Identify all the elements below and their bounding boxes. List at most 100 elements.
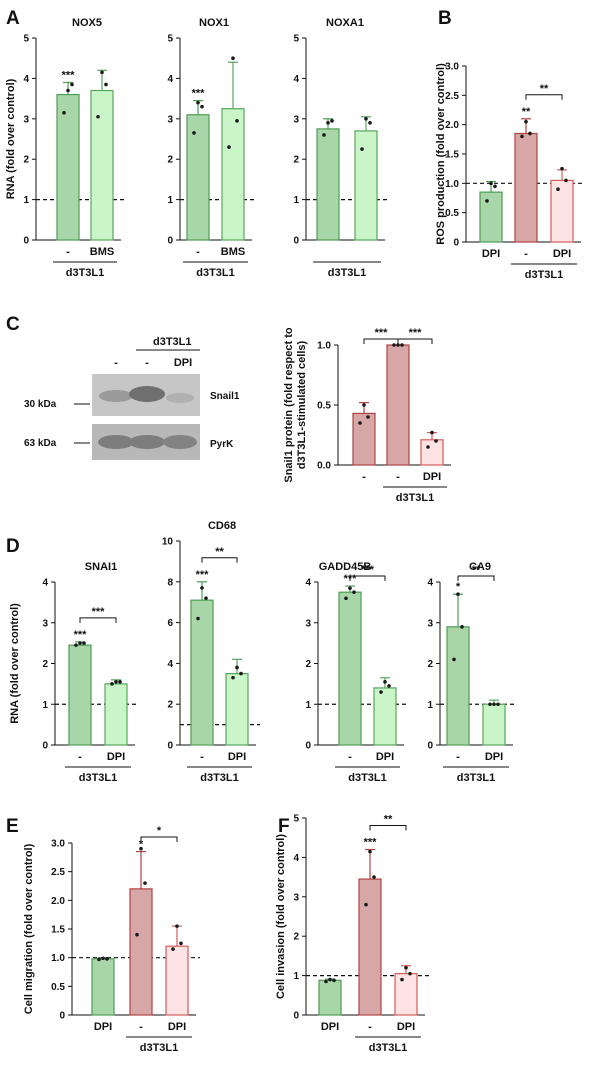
data-point bbox=[118, 680, 122, 684]
data-point bbox=[560, 166, 564, 171]
data-point bbox=[368, 121, 372, 125]
y-tick-label: 3.0 bbox=[51, 839, 65, 850]
data-point bbox=[100, 70, 104, 75]
significance-label: *** bbox=[409, 327, 423, 339]
data-point bbox=[200, 586, 204, 590]
significance-bracket bbox=[525, 94, 563, 100]
blot-band bbox=[129, 386, 165, 402]
data-point bbox=[396, 343, 400, 347]
x-tick-label: - bbox=[196, 246, 200, 258]
band-label: Snail1 bbox=[210, 391, 240, 402]
data-point bbox=[452, 657, 456, 662]
data-point bbox=[231, 675, 235, 680]
blot-band bbox=[129, 435, 165, 449]
data-point bbox=[143, 881, 147, 885]
data-point bbox=[404, 965, 408, 970]
significance-label: ** bbox=[384, 814, 393, 826]
group-label: d3T3L1 bbox=[525, 269, 564, 281]
significance-label: *** bbox=[364, 837, 378, 849]
data-point bbox=[70, 82, 74, 87]
bar bbox=[338, 591, 362, 746]
x-tick-label: - bbox=[139, 1021, 143, 1033]
group-label: d3T3L1 bbox=[200, 772, 239, 784]
x-tick-label: - bbox=[456, 751, 460, 763]
significance-label: ** bbox=[540, 83, 549, 95]
significance-label: *** bbox=[192, 88, 206, 100]
data-point bbox=[556, 187, 560, 191]
y-axis-label: Cell migration (fold over control) bbox=[23, 843, 35, 1014]
significance-label: *** bbox=[74, 629, 88, 641]
y-tick-label: 1 bbox=[23, 195, 29, 206]
x-tick-label: - bbox=[362, 471, 366, 483]
group-label: d3T3L1 bbox=[66, 267, 105, 279]
data-point bbox=[485, 199, 489, 203]
data-point bbox=[231, 56, 235, 60]
y-tick-label: 4 bbox=[167, 659, 173, 670]
bar bbox=[225, 672, 249, 746]
bar bbox=[316, 128, 340, 241]
significance-label: *** bbox=[196, 569, 210, 581]
panel-letter-e: E bbox=[6, 816, 19, 837]
group-label: d3T3L1 bbox=[328, 267, 367, 279]
significance-label: *** bbox=[92, 606, 106, 618]
blot-band bbox=[98, 435, 134, 449]
western-blot: d3T3L1 - - DPI 30 kDa 63 kDa Snail1 PyrK bbox=[24, 336, 240, 460]
data-point bbox=[66, 88, 70, 93]
y-tick-label: 2 bbox=[42, 659, 48, 670]
bar bbox=[482, 703, 506, 746]
data-point bbox=[227, 145, 231, 149]
significance-label: ** bbox=[522, 106, 531, 118]
y-tick-label: 3 bbox=[293, 892, 299, 903]
y-tick-label: 1.5 bbox=[51, 925, 65, 936]
y-tick-label: 0 bbox=[42, 741, 48, 752]
y-tick-label: 2 bbox=[427, 659, 433, 670]
y-tick-label: 4 bbox=[23, 74, 29, 85]
y-tick-label: 3 bbox=[42, 618, 48, 629]
data-point bbox=[330, 119, 334, 123]
bar bbox=[190, 599, 214, 746]
panel-letter-a: A bbox=[6, 8, 20, 29]
data-point bbox=[383, 680, 387, 684]
data-point bbox=[192, 131, 196, 135]
data-point bbox=[426, 445, 430, 449]
data-point bbox=[460, 625, 464, 629]
y-axis-label: RNA (fold over control) bbox=[9, 603, 21, 724]
x-tick-label: DPI bbox=[94, 1021, 112, 1033]
data-point bbox=[105, 957, 109, 961]
chart-c: 0.0 0.5 1.0 Snail1 protein (fold respect to… bbox=[283, 327, 451, 504]
y-axis-label: ROS production (fold over control) bbox=[435, 63, 447, 245]
significance-bracket bbox=[457, 575, 495, 581]
x-tick-label: - bbox=[200, 751, 204, 763]
data-point bbox=[139, 846, 143, 851]
x-tick-label: DPI bbox=[553, 248, 571, 260]
significance-bracket bbox=[397, 338, 433, 344]
y-tick-label: 4 bbox=[293, 853, 299, 864]
blot-lane-label: - bbox=[114, 357, 118, 369]
data-point bbox=[524, 119, 528, 124]
data-point bbox=[360, 147, 364, 151]
y-tick-label: 0 bbox=[453, 238, 459, 249]
data-point bbox=[196, 100, 200, 105]
data-point bbox=[96, 114, 100, 119]
y-tick-label: 2 bbox=[293, 155, 299, 166]
y-tick-label: 1.5 bbox=[445, 150, 459, 161]
y-tick-label: 4 bbox=[42, 578, 48, 589]
data-point bbox=[348, 586, 352, 590]
bar bbox=[129, 888, 153, 1016]
bar bbox=[104, 683, 128, 746]
x-tick-label: DPI bbox=[376, 751, 394, 763]
y-tick-label: 2.5 bbox=[445, 91, 459, 102]
data-point bbox=[366, 415, 370, 419]
chart-title: NOX1 bbox=[199, 17, 229, 29]
bar bbox=[394, 973, 418, 1016]
y-axis-label: d3T3L1-stimulated cells) bbox=[296, 340, 308, 469]
x-tick-label: DPI bbox=[168, 1021, 186, 1033]
bar bbox=[186, 114, 210, 241]
y-tick-label: 3.0 bbox=[445, 62, 459, 73]
y-tick-label: 5 bbox=[23, 34, 29, 45]
x-tick-label: DPI bbox=[482, 248, 500, 260]
